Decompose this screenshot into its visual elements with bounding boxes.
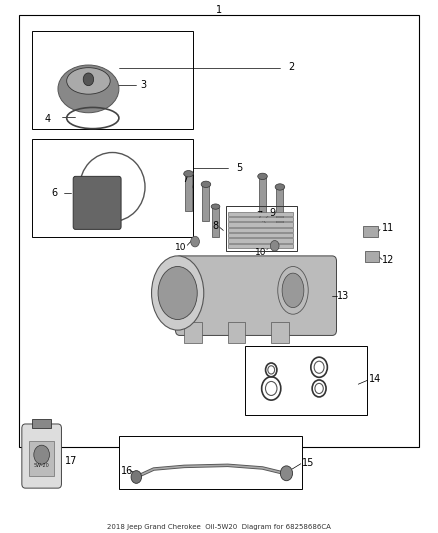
Bar xyxy=(228,212,293,216)
Circle shape xyxy=(83,73,94,86)
Text: 11: 11 xyxy=(382,223,395,233)
Text: 5W-20: 5W-20 xyxy=(34,463,49,468)
Ellipse shape xyxy=(67,68,110,94)
Bar xyxy=(19,14,419,447)
Ellipse shape xyxy=(201,181,211,188)
Text: 6: 6 xyxy=(51,188,57,198)
Text: 12: 12 xyxy=(382,255,395,264)
Ellipse shape xyxy=(282,273,304,308)
Bar xyxy=(32,139,193,237)
Text: 5: 5 xyxy=(237,164,243,173)
Bar xyxy=(228,222,293,227)
Bar xyxy=(228,238,293,243)
FancyBboxPatch shape xyxy=(73,176,121,229)
Bar xyxy=(259,176,266,214)
Text: 1: 1 xyxy=(216,5,222,15)
Text: 13: 13 xyxy=(336,290,349,301)
Ellipse shape xyxy=(278,266,308,314)
Bar xyxy=(202,184,209,221)
Text: 10: 10 xyxy=(175,244,186,253)
Bar xyxy=(245,346,367,415)
Bar xyxy=(29,441,54,476)
Ellipse shape xyxy=(158,266,197,319)
Text: 2018 Jeep Grand Cherokee  Oil-5W20  Diagram for 68258686CA: 2018 Jeep Grand Cherokee Oil-5W20 Diagra… xyxy=(107,524,331,530)
Bar xyxy=(228,228,293,232)
Text: 9: 9 xyxy=(269,208,276,219)
FancyBboxPatch shape xyxy=(176,256,336,335)
Text: 16: 16 xyxy=(121,466,133,475)
Circle shape xyxy=(34,445,49,464)
Text: 7: 7 xyxy=(182,174,188,184)
Bar xyxy=(271,322,289,343)
Text: 10: 10 xyxy=(254,248,266,257)
Ellipse shape xyxy=(152,256,204,330)
Bar xyxy=(363,225,378,237)
Bar xyxy=(184,322,201,343)
Bar xyxy=(228,217,293,221)
Bar xyxy=(228,233,293,237)
Bar xyxy=(185,174,192,211)
Text: 7: 7 xyxy=(256,211,262,221)
Text: 14: 14 xyxy=(369,375,381,384)
Bar xyxy=(119,436,302,489)
Text: 15: 15 xyxy=(302,458,314,467)
Text: 2: 2 xyxy=(289,62,295,72)
Ellipse shape xyxy=(184,171,193,177)
Circle shape xyxy=(270,240,279,251)
Bar xyxy=(228,322,245,343)
Circle shape xyxy=(191,236,199,247)
Ellipse shape xyxy=(258,173,267,180)
Ellipse shape xyxy=(275,184,285,190)
Bar xyxy=(212,208,219,237)
Text: 3: 3 xyxy=(141,79,147,90)
FancyBboxPatch shape xyxy=(22,424,61,488)
Bar xyxy=(32,419,51,428)
Bar xyxy=(365,251,379,262)
Ellipse shape xyxy=(58,65,119,113)
Bar xyxy=(32,30,193,128)
Bar xyxy=(276,187,283,224)
Circle shape xyxy=(280,466,293,481)
Text: 17: 17 xyxy=(64,456,77,466)
Ellipse shape xyxy=(211,204,220,209)
Bar xyxy=(228,244,293,248)
Bar xyxy=(226,206,297,251)
Text: 4: 4 xyxy=(45,114,51,124)
Text: 8: 8 xyxy=(213,221,219,231)
Circle shape xyxy=(131,471,141,483)
